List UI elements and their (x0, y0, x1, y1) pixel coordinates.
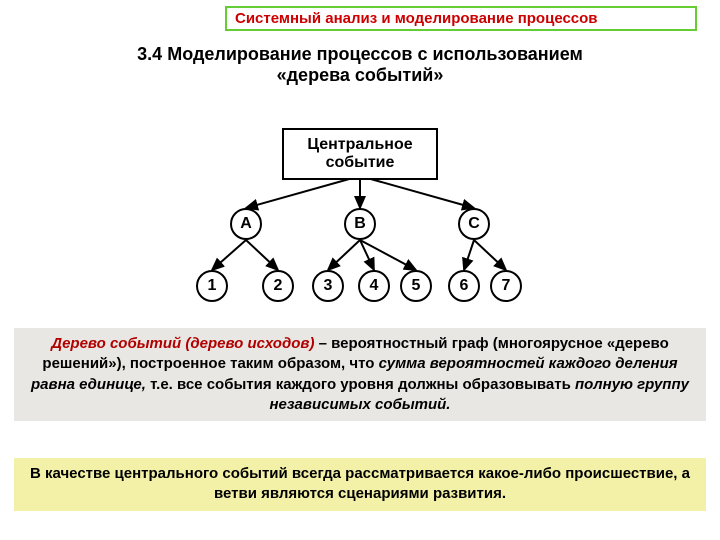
tree-node-2: 2 (262, 270, 294, 302)
tree-root-line2: событие (288, 154, 432, 172)
tree-root-line1: Центральное (288, 136, 432, 154)
tree-node-4: 4 (358, 270, 390, 302)
tree-node-5: 5 (400, 270, 432, 302)
note-text: В качестве центрального событий всегда р… (30, 465, 690, 502)
definition-paragraph: Дерево событий (дерево исходов) – вероят… (14, 328, 706, 421)
tree-node-7: 7 (490, 270, 522, 302)
page-header-text: Системный анализ и моделирование процесс… (235, 10, 598, 27)
tree-node-1: 1 (196, 270, 228, 302)
section-title-line1: 3.4 Моделирование процессов с использова… (50, 44, 670, 65)
tree-node-3: 3 (312, 270, 344, 302)
section-title-line2: «дерева событий» (50, 65, 670, 86)
tree-node-6: 6 (448, 270, 480, 302)
event-tree-diagram: Центральное событие А В С 1 234567 (0, 120, 720, 320)
tree-node-B: В (344, 208, 376, 240)
definition-segment: т.е. все события каждого уровня должны о… (146, 376, 575, 393)
tree-node-C: С (458, 208, 490, 240)
section-title: 3.4 Моделирование процессов с использова… (50, 44, 670, 86)
page-header-box: Системный анализ и моделирование процесс… (225, 6, 697, 31)
tree-node-A: А (230, 208, 262, 240)
definition-segment: Дерево событий (дерево исходов) (51, 335, 314, 352)
tree-root: Центральное событие (282, 128, 438, 180)
note-paragraph: В качестве центрального событий всегда р… (14, 458, 706, 511)
